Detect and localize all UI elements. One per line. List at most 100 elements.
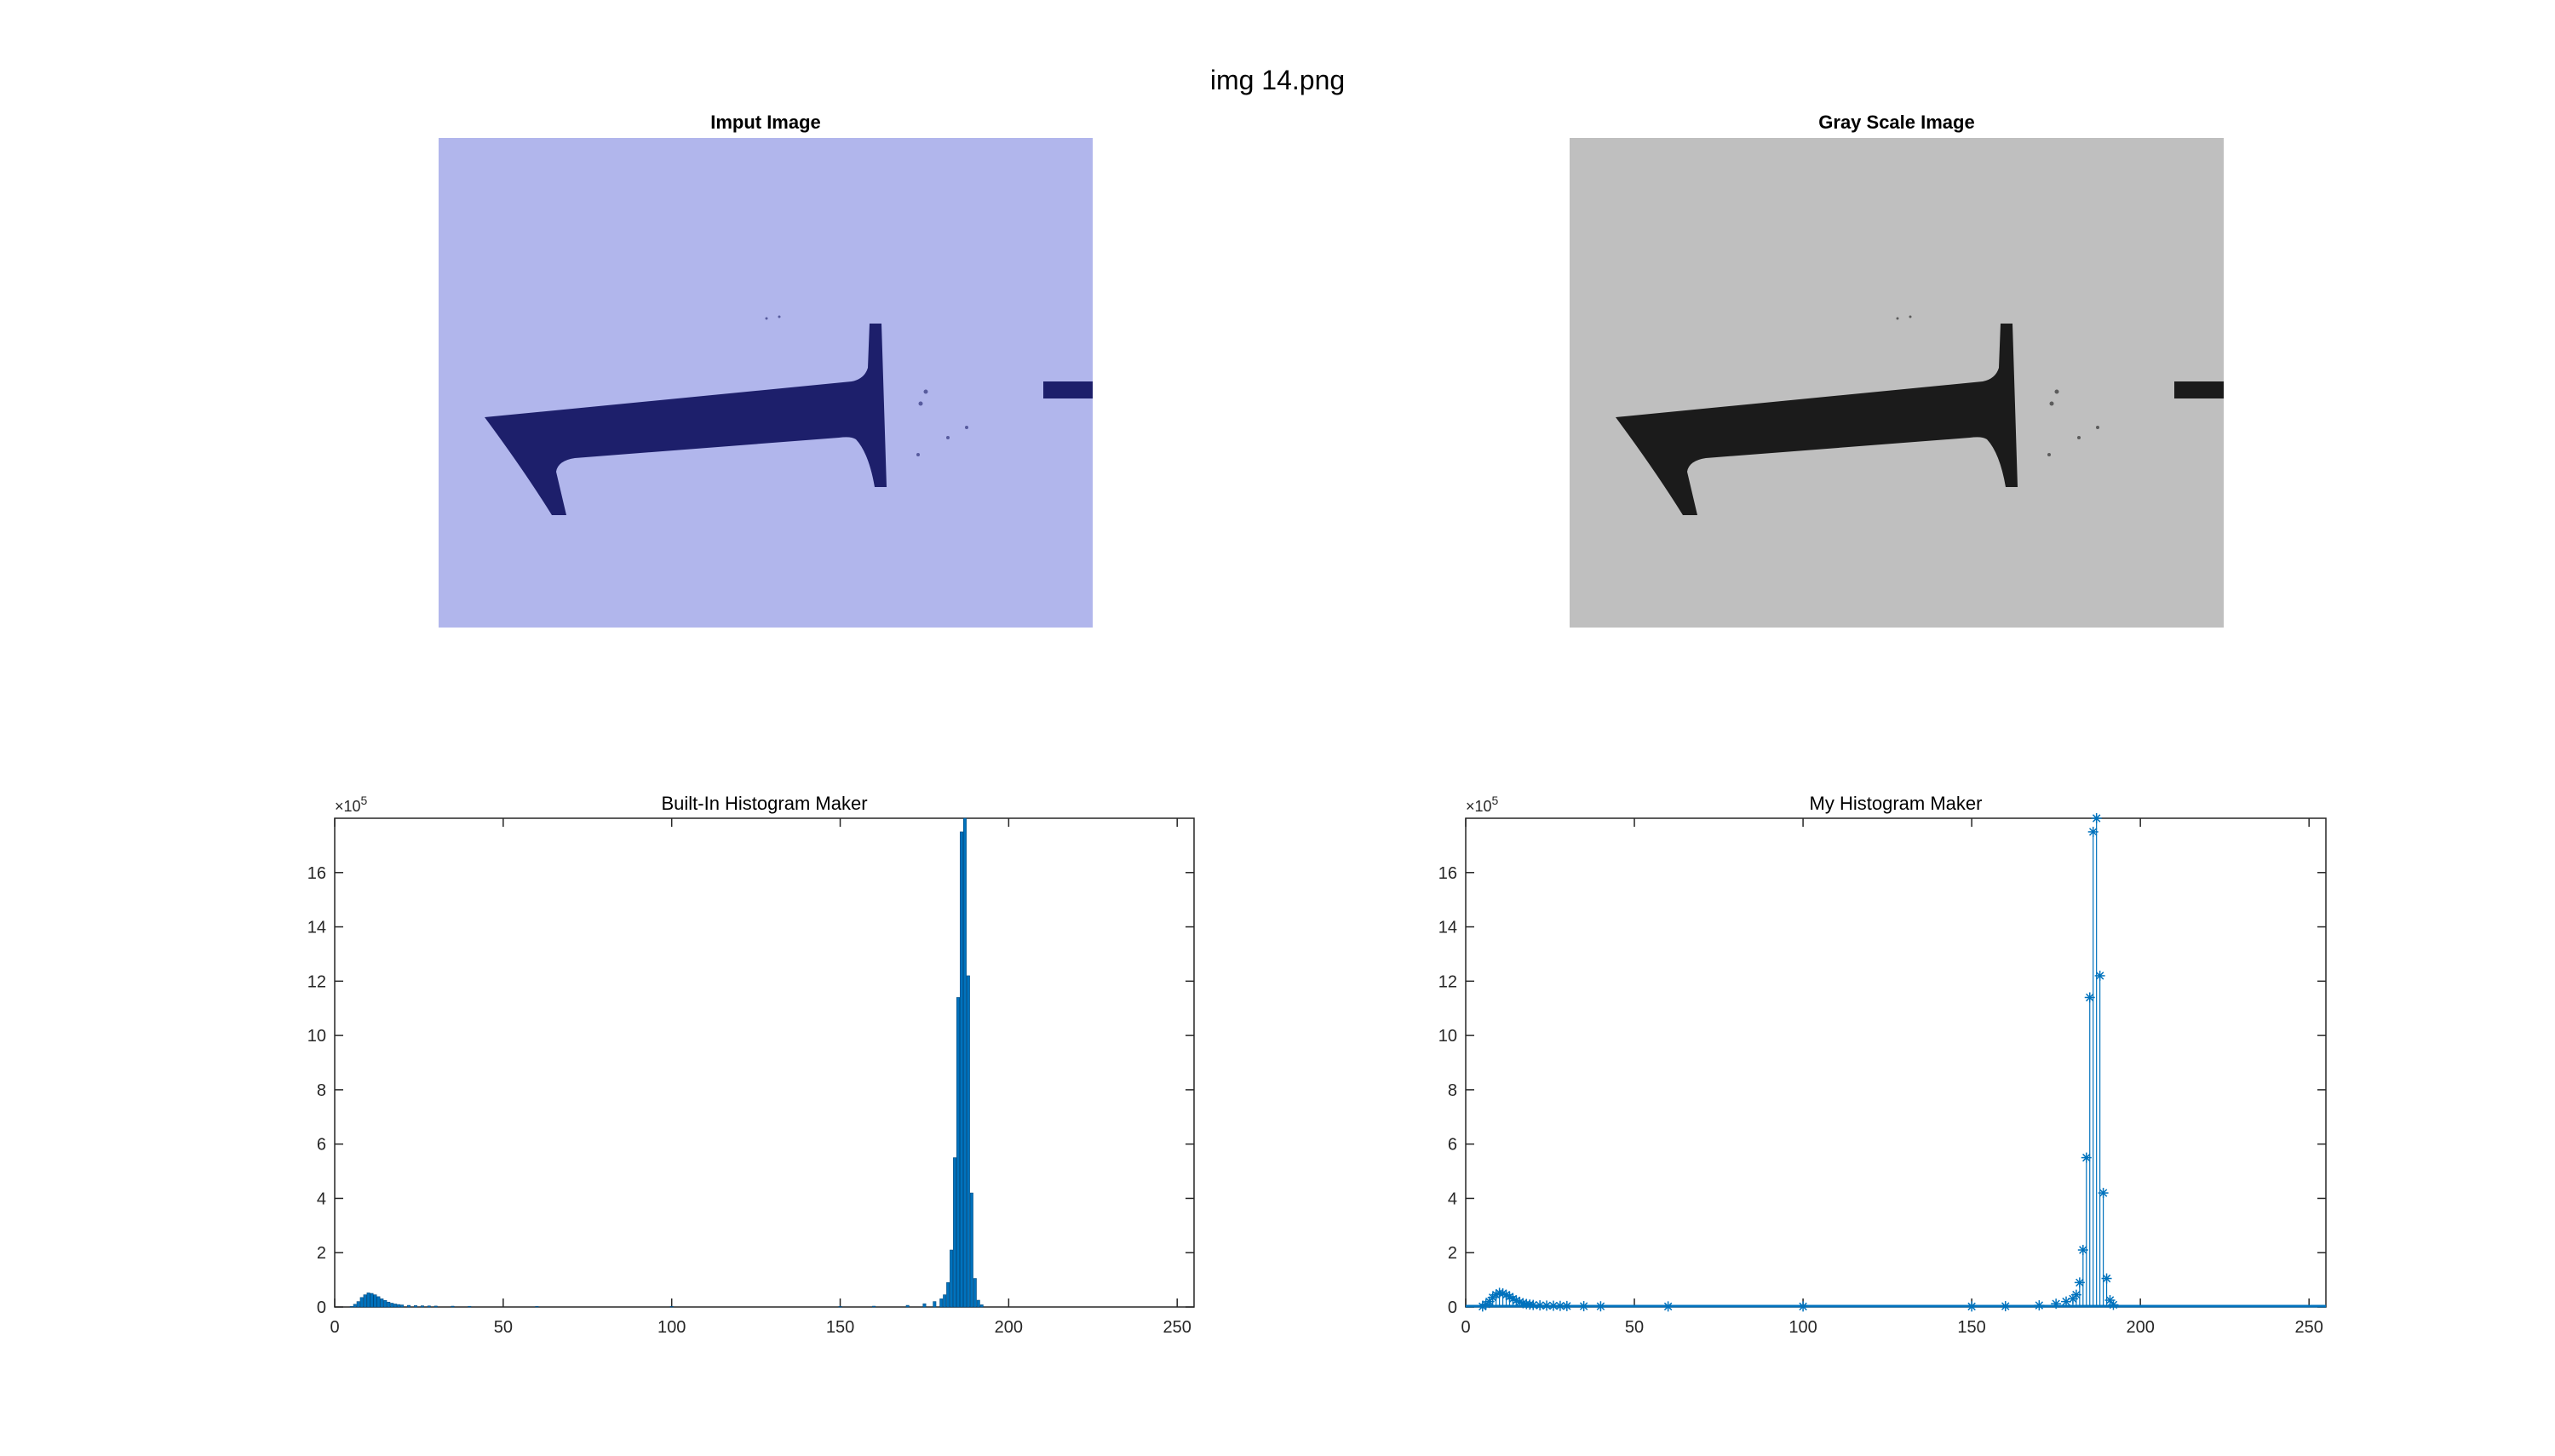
- y-tick-label: 0: [317, 1298, 326, 1317]
- x-tick-label: 200: [995, 1318, 1023, 1337]
- histogram-bar: [433, 1305, 438, 1308]
- gray-image-canvas: [1570, 138, 2224, 628]
- histogram-bar: [451, 1305, 455, 1308]
- histogram-bar: [933, 1301, 937, 1308]
- gray-image-glyph-fragment: [2174, 381, 2224, 398]
- y-exponent-label: ×105: [1466, 794, 1499, 815]
- gray-image-title: Gray Scale Image: [1818, 112, 1975, 133]
- stem-marker-d2: [2102, 1274, 2111, 1283]
- stem-marker-d2: [1663, 1302, 1673, 1311]
- stem-marker-d2: [1529, 1300, 1537, 1310]
- x-tick-label: 50: [1625, 1318, 1644, 1337]
- y-tick-label: 2: [1448, 1244, 1457, 1263]
- histogram-bar: [468, 1305, 472, 1308]
- y-exponent-label: ×105: [335, 794, 368, 815]
- histogram-bar: [956, 997, 961, 1308]
- stem-marker-d2: [2095, 972, 2104, 980]
- x-tick-label: 150: [1957, 1318, 1985, 1337]
- stem-marker-d2: [1563, 1302, 1571, 1310]
- gray-image-glyph: [1616, 324, 2018, 515]
- stem-marker-d2: [1536, 1301, 1544, 1310]
- axes-box: [334, 817, 1195, 1308]
- histogram-bar: [966, 975, 970, 1308]
- stem-marker-d2: [1799, 1302, 1807, 1311]
- stem-marker: [2051, 1298, 2062, 1310]
- stem-marker-d2: [2035, 1301, 2044, 1310]
- stem-marker-d2: [1967, 1302, 1976, 1311]
- stem-marker-d2: [2105, 1296, 2115, 1304]
- histogram-bar: [669, 1306, 674, 1308]
- stem-marker-d2: [2088, 828, 2098, 836]
- input-image-glyph: [485, 324, 887, 515]
- stem-marker-d2: [1512, 1296, 1521, 1305]
- histogram-bar: [380, 1298, 384, 1308]
- x-tick-label: 100: [657, 1318, 686, 1337]
- stem-marker-d2: [2001, 1302, 2010, 1310]
- y-tick-label: 6: [1448, 1136, 1457, 1155]
- stem-marker: [2094, 970, 2105, 981]
- histogram-bar: [373, 1294, 377, 1308]
- stem-marker: [2034, 1300, 2045, 1311]
- y-tick-label: 2: [317, 1244, 326, 1263]
- y-tick-label: 12: [1438, 972, 1457, 991]
- stem-marker-d2: [1519, 1298, 1528, 1308]
- axes-box: [1465, 817, 2327, 1308]
- y-tick-label: 8: [317, 1081, 326, 1100]
- figure-title: img 14.png: [1209, 65, 1346, 95]
- stem-marker-d2: [1579, 1302, 1588, 1310]
- histogram-bar: [376, 1296, 381, 1308]
- stem-marker-d2: [2082, 1153, 2091, 1162]
- stem-marker-d2: [2079, 1246, 2087, 1254]
- x-tick-label: 100: [1788, 1318, 1817, 1337]
- gray-scale-image: [1570, 138, 2224, 628]
- x-tick-label: 0: [1461, 1318, 1470, 1337]
- chart-title: Built-In Histogram Maker: [661, 793, 867, 814]
- histogram-bar: [953, 1157, 957, 1308]
- y-tick-label: 4: [317, 1189, 326, 1208]
- input-image-canvas: [439, 138, 1093, 628]
- stem-marker-d2: [1508, 1294, 1518, 1304]
- x-tick-label: 50: [494, 1318, 513, 1337]
- x-tick-label: 150: [826, 1318, 854, 1337]
- stem-marker-d2: [1549, 1301, 1558, 1310]
- stem-marker: [2108, 1299, 2119, 1310]
- histogram-bar: [969, 1192, 973, 1308]
- y-tick-label: 4: [1448, 1189, 1457, 1208]
- histogram-bar: [922, 1303, 927, 1308]
- stem-marker: [2000, 1301, 2011, 1312]
- chart-stem-1: My Histogram Maker ×105 0 50 100 150 200 250 0 2 4…: [1438, 793, 2327, 1337]
- input-image-background: [439, 138, 1093, 628]
- stem-marker-d2: [2072, 1290, 2081, 1299]
- y-tick-label: 16: [307, 864, 326, 883]
- y-tick-label: 8: [1448, 1081, 1457, 1100]
- histogram-bar: [838, 1306, 842, 1308]
- x-tick-label: 250: [1163, 1318, 1191, 1337]
- stem-marker-d2: [1505, 1293, 1514, 1301]
- x-tick-label: 250: [2295, 1318, 2323, 1337]
- input-image-title: Imput Image: [710, 112, 821, 133]
- y-tick-label: 14: [1438, 919, 1457, 937]
- chart-title: My Histogram Maker: [1810, 793, 1983, 814]
- histogram-bar: [950, 1249, 954, 1308]
- histogram-bar: [356, 1301, 360, 1308]
- stem-marker-d2: [1556, 1301, 1565, 1310]
- histogram-bar: [959, 831, 963, 1308]
- histogram-bar: [973, 1278, 977, 1308]
- stem-marker: [2081, 1152, 2092, 1163]
- histogram-bar: [905, 1304, 910, 1308]
- stem-marker: [2098, 1188, 2109, 1199]
- histogram-bar: [353, 1304, 357, 1308]
- stem-marker: [2091, 813, 2102, 823]
- stem-marker-d2: [1501, 1290, 1511, 1299]
- histogram-bar: [390, 1303, 394, 1308]
- y-tick-label: 10: [307, 1027, 326, 1046]
- stem-marker-d2: [1596, 1302, 1605, 1310]
- stem-marker: [1966, 1301, 1978, 1312]
- histogram-bar: [939, 1298, 944, 1308]
- histogram-bar: [393, 1304, 398, 1308]
- stem-marker: [1595, 1301, 1606, 1312]
- stem-marker: [1578, 1301, 1589, 1312]
- input-image-glyph-fragment: [1043, 381, 1093, 398]
- histogram-bar: [962, 817, 967, 1308]
